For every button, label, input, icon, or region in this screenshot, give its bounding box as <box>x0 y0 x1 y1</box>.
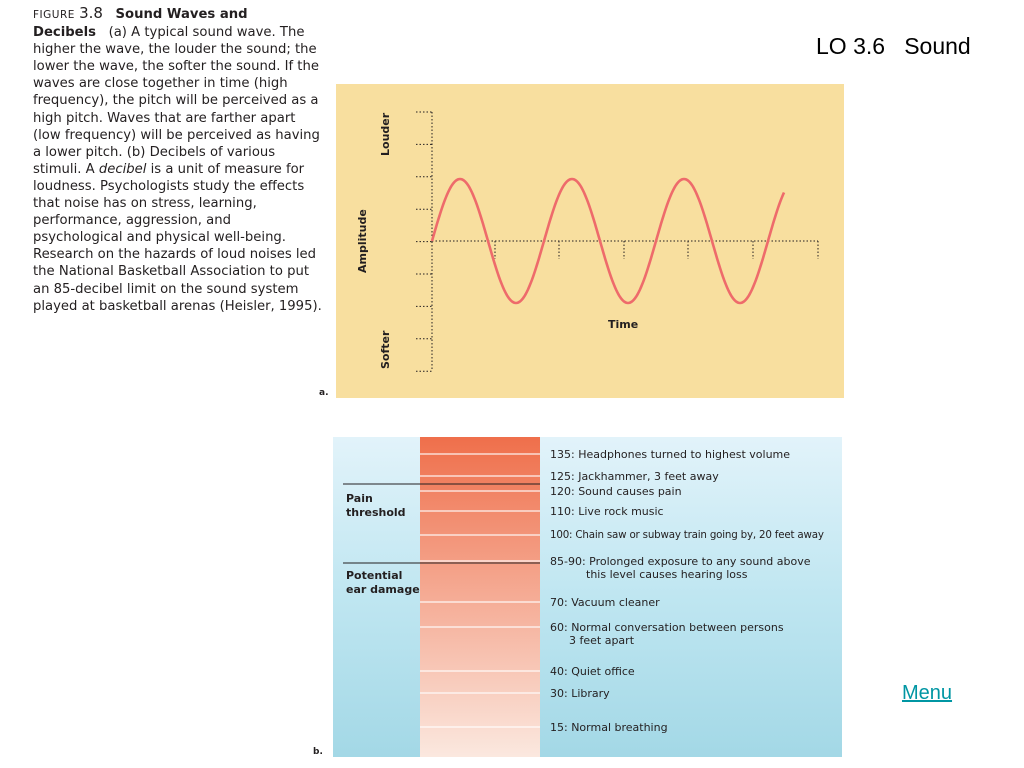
panel-b-label: b. <box>313 747 323 757</box>
decibel-level-15: 15: Normal breathing <box>550 721 668 734</box>
decibel-level-135: 135: Headphones turned to highest volume <box>550 448 791 461</box>
wave-axes <box>416 111 819 372</box>
caption-text-part1: (a) A typical sound wave. The higher the… <box>33 25 320 177</box>
y-label-amplitude: Amplitude <box>356 209 369 273</box>
decibel-level-60: 60: Normal conversation between persons 3… <box>550 621 784 647</box>
decibel-level-125: 125: Jackhammer, 3 feet away <box>550 470 719 483</box>
decibel-level-100: 100: Chain saw or subway train going by,… <box>550 529 824 541</box>
sound-wave-panel: Louder Amplitude Softer Time <box>336 84 844 398</box>
decibel-scale-panel: Pain threshold Potential ear damage 135:… <box>333 437 842 757</box>
pain-threshold-label: Pain threshold <box>346 492 406 519</box>
decibel-gradient-bar <box>420 437 540 757</box>
caption-text-italic: decibel <box>98 161 147 177</box>
figure-number: 3.8 <box>79 4 103 22</box>
decibel-ticks <box>420 453 540 728</box>
decibel-scale-bar <box>343 437 540 757</box>
slide-title: LO 3.6 Sound <box>816 33 971 59</box>
panel-a-label: a. <box>319 388 329 398</box>
decibel-level-40: 40: Quiet office <box>550 665 635 678</box>
x-label-time: Time <box>608 318 639 331</box>
figure-caption: FIGURE 3.8 Sound Waves and Decibels (a) … <box>33 4 323 315</box>
decibel-level-110: 110: Live rock music <box>550 505 664 518</box>
sound-wave-curve <box>430 177 786 305</box>
decibel-level-70: 70: Vacuum cleaner <box>550 596 660 609</box>
y-label-softer: Softer <box>379 330 392 369</box>
decibel-level-85-90: 85-90: Prolonged exposure to any sound a… <box>550 555 811 581</box>
figure-title: Sound Waves and Decibels <box>33 7 248 41</box>
decibel-level-120: 120: Sound causes pain <box>550 485 682 498</box>
ear-damage-label: Potential ear damage <box>346 569 420 596</box>
figure-word: FIGURE <box>33 9 75 21</box>
y-label-louder: Louder <box>379 112 392 156</box>
decibel-level-30: 30: Library <box>550 687 610 700</box>
menu-link[interactable]: Menu <box>902 682 953 704</box>
sound-wave-diagram <box>416 111 819 372</box>
caption-text-part2: is a unit of measure for loudness. Psych… <box>33 161 322 314</box>
